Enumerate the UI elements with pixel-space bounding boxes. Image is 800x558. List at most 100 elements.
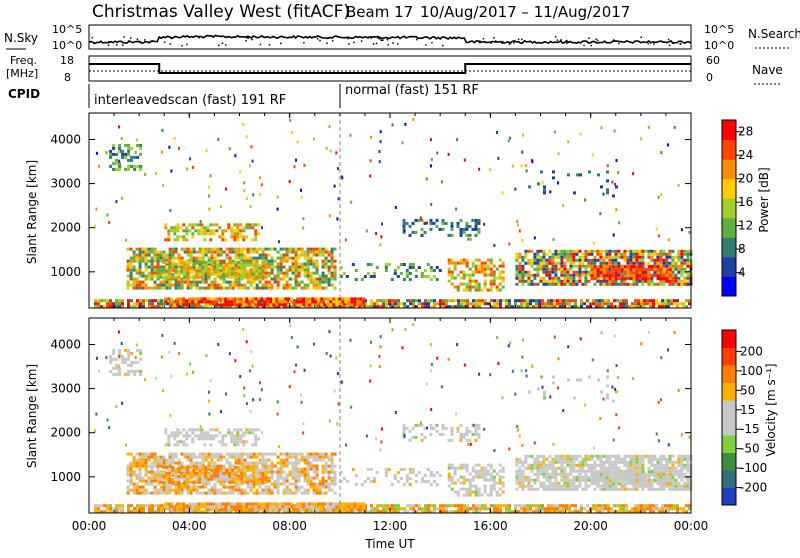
velocity-cell xyxy=(201,478,204,481)
power-cell xyxy=(265,257,268,260)
power-cell xyxy=(552,176,555,179)
power-cell xyxy=(326,300,329,303)
power-cell xyxy=(185,226,188,229)
velocity-cell xyxy=(206,508,209,511)
velocity-cell xyxy=(225,478,228,481)
velocity-cell xyxy=(542,473,545,476)
velocity-cell xyxy=(248,431,251,434)
power-cell xyxy=(656,283,659,286)
power-cell xyxy=(463,299,466,302)
velocity-cell xyxy=(175,492,178,495)
power-cell xyxy=(289,251,292,254)
velocity-cell xyxy=(370,504,373,507)
power-cell xyxy=(201,273,204,276)
noise-dot xyxy=(353,42,355,44)
power-cell xyxy=(296,297,299,300)
velocity-cell xyxy=(255,475,258,478)
power-cell xyxy=(569,250,572,253)
power-cell xyxy=(666,277,669,280)
power-cell xyxy=(607,164,609,167)
velocity-cell xyxy=(168,481,171,484)
power-cell xyxy=(638,253,641,256)
power-cell xyxy=(676,302,679,305)
power-cell xyxy=(566,274,569,277)
velocity-cell xyxy=(142,465,145,468)
power-cell xyxy=(182,303,185,306)
power-cell xyxy=(647,256,650,259)
velocity-cell xyxy=(278,508,281,511)
velocity-cell xyxy=(682,507,685,510)
power-cell xyxy=(310,251,313,254)
power-cell xyxy=(457,299,460,302)
power-cell xyxy=(618,271,621,274)
velocity-cell xyxy=(325,480,328,483)
power-cell xyxy=(298,269,301,272)
power-cell xyxy=(557,181,559,184)
power-cell xyxy=(271,284,274,287)
power-cell xyxy=(560,250,563,253)
power-cell xyxy=(653,271,656,274)
power-cell xyxy=(385,299,388,302)
power-cell xyxy=(246,273,249,276)
velocity-cell xyxy=(484,479,487,482)
power-cell xyxy=(257,300,260,303)
power-cell xyxy=(653,259,656,262)
power-cell xyxy=(139,263,142,266)
velocity-cell xyxy=(454,473,457,476)
power-cell xyxy=(235,248,238,251)
power-cell xyxy=(551,259,554,262)
power-cell xyxy=(118,299,121,302)
power-cell xyxy=(608,256,611,259)
power-cell xyxy=(560,262,563,265)
power-cell xyxy=(187,254,190,257)
power-cell xyxy=(241,287,244,290)
velocity-cell xyxy=(436,471,439,474)
velocity-cell xyxy=(535,507,538,510)
power-cell xyxy=(286,254,289,257)
power-cell xyxy=(258,273,261,276)
power-cell xyxy=(457,225,460,228)
power-cell xyxy=(496,299,499,302)
power-cell xyxy=(248,223,251,226)
power-cell xyxy=(606,188,609,191)
velocity-cell xyxy=(250,462,253,465)
velocity-cell xyxy=(258,475,261,478)
power-cell xyxy=(583,302,586,305)
velocity-cell xyxy=(385,471,388,474)
power-cell xyxy=(127,275,130,278)
velocity-cell xyxy=(545,485,548,488)
velocity-cell xyxy=(325,492,328,495)
velocity-cell xyxy=(524,479,527,482)
power-cell xyxy=(171,267,174,270)
velocity-cell xyxy=(167,440,170,443)
power-cell xyxy=(136,284,139,287)
power-cell xyxy=(281,303,284,306)
power-cell xyxy=(518,253,521,256)
power-cell xyxy=(626,259,629,262)
power-cell xyxy=(463,283,466,286)
power-cell xyxy=(484,265,487,268)
velocity-cell xyxy=(190,492,193,495)
power-cell xyxy=(647,280,650,283)
power-cell xyxy=(539,250,542,253)
velocity-cell xyxy=(220,456,223,459)
velocity-cell xyxy=(139,349,142,352)
velocity-cell xyxy=(487,479,490,482)
power-cell xyxy=(148,278,151,281)
power-cell xyxy=(508,302,511,305)
velocity-cell xyxy=(133,456,136,459)
power-cell xyxy=(608,283,611,286)
power-cell xyxy=(670,302,673,305)
velocity-cell xyxy=(649,504,652,507)
velocity-cell xyxy=(319,459,322,462)
power-cell xyxy=(478,299,481,302)
velocity-cell xyxy=(292,468,295,471)
velocity-cell xyxy=(178,459,181,462)
velocity-cell xyxy=(277,462,280,465)
power-cell xyxy=(535,299,538,302)
velocity-cell xyxy=(277,492,280,495)
power-cell xyxy=(259,287,262,290)
velocity-cell xyxy=(490,479,493,482)
velocity-cell xyxy=(198,481,201,484)
velocity-cell xyxy=(130,474,133,477)
